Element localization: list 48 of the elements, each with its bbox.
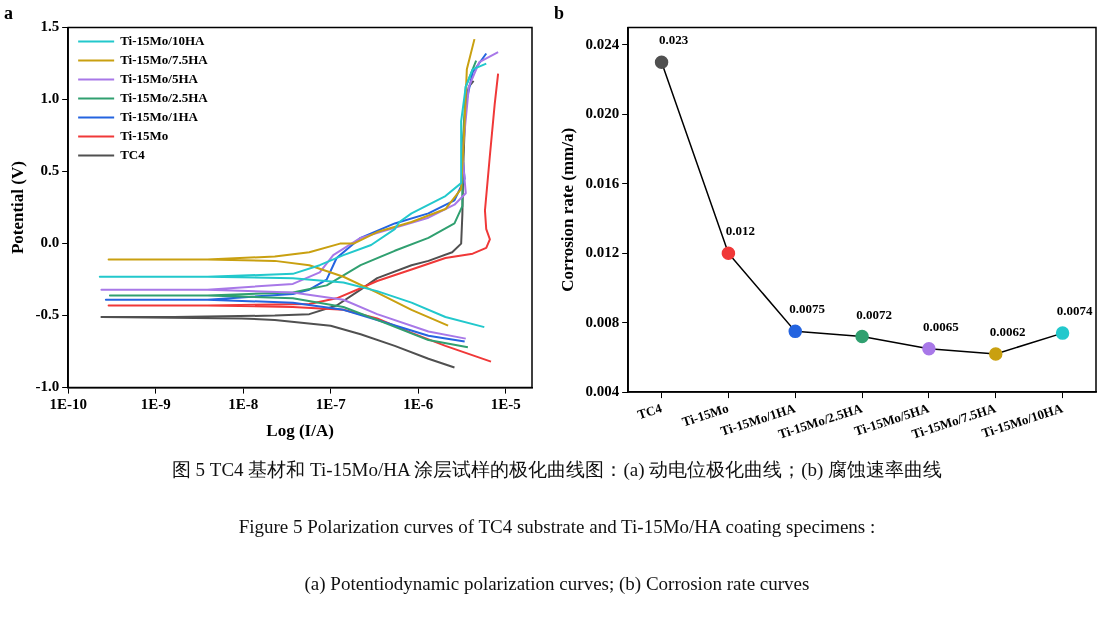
legend-label: Ti-15Mo/7.5HA <box>120 51 209 67</box>
caption: 图 5 TC4 基材和 Ti-15Mo/HA 涂层试样的极化曲线图：(a) 动电位极化曲线；(b) 腐蚀速率曲线 <box>170 458 944 482</box>
data-label: 0.023 <box>658 32 689 48</box>
x-tick-label: 1E-9 <box>140 396 171 413</box>
x-axis-title: Log (I/A) <box>266 421 334 441</box>
data-label: 0.0062 <box>989 323 1026 339</box>
legend-label: Ti-15Mo/5HA <box>120 70 199 86</box>
chart-title: a <box>4 3 13 24</box>
legend-label: Ti-15Mo/1HA <box>120 108 199 124</box>
y-tick-label: 0.004 <box>585 383 620 399</box>
chart-title: b <box>554 3 565 24</box>
text: (a) Potentiodynamic polarization curves; (b) Corrosion rate curves <box>303 572 811 596</box>
y-tick-label: 0.020 <box>585 105 620 122</box>
data-label: 0.0074 <box>1056 303 1093 319</box>
y-axis-title: Corrosion rate (mm/a) <box>557 127 577 292</box>
y-tick-label: 0.024 <box>585 35 620 52</box>
x-tick-label: 1E-10 <box>49 396 87 413</box>
x-tick-label: 1E-6 <box>403 396 434 413</box>
legend-label: Ti-15Mo/10HA <box>120 32 206 48</box>
legend-label: TC4 <box>120 146 146 162</box>
point <box>989 347 1003 361</box>
x-tick-label: TC4 <box>635 400 665 423</box>
point <box>654 55 669 70</box>
data-label: 0.0075 <box>789 301 826 317</box>
legend-label: Ti-15Mo <box>120 127 169 143</box>
y-tick-label: 0.012 <box>585 244 620 261</box>
point <box>1055 326 1070 340</box>
y-tick-label: -1.0 <box>35 378 60 395</box>
point <box>721 246 736 261</box>
y-tick-label: 0.5 <box>40 162 60 179</box>
legend-label: Ti-15Mo/2.5HA <box>120 89 209 105</box>
caption: Figure 5 Polarization curves of TC4 substrate and Ti-15Mo/HA coating specimens : <box>237 515 877 539</box>
y-tick-label: 0.008 <box>585 313 620 330</box>
data-label: 0.012 <box>725 223 756 239</box>
y-tick-label: 1.0 <box>40 90 60 107</box>
point <box>855 329 869 344</box>
y-axis-title: Potential (V) <box>7 161 27 255</box>
x-tick-label: 1E-7 <box>315 396 347 413</box>
data-label: 0.0072 <box>856 306 892 322</box>
y-tick-label: 0.0 <box>40 234 60 251</box>
y-tick-label: 1.5 <box>40 18 60 35</box>
point <box>922 341 936 356</box>
y-tick-label: -0.5 <box>35 306 60 323</box>
x-tick-label: 1E-5 <box>490 396 521 413</box>
point <box>788 324 802 339</box>
data-label: 0.0065 <box>923 318 960 334</box>
x-tick-label: 1E-8 <box>228 396 259 413</box>
y-tick-label: 0.016 <box>585 174 620 191</box>
